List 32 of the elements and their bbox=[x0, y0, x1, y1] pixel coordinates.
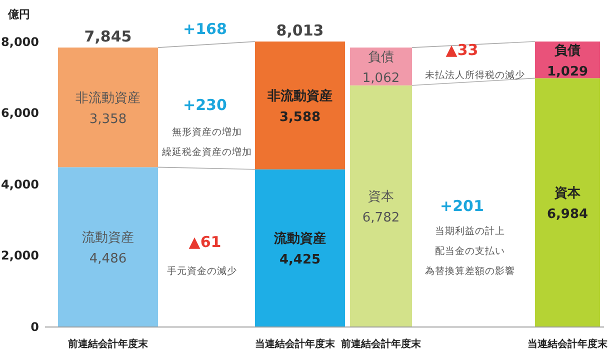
data-label: 資本 6,984 bbox=[546, 186, 588, 222]
total-label: 7,845 bbox=[84, 28, 132, 46]
annotation: 手元資金の減少 bbox=[167, 265, 237, 277]
y-tick-label: 0 bbox=[30, 320, 39, 334]
x-tick-label: 前連結会計年度末 bbox=[67, 338, 149, 350]
y-tick-label: 2,000 bbox=[1, 248, 39, 263]
annotation: 無形資産の増加 bbox=[172, 126, 242, 138]
annotation: +230 bbox=[183, 96, 227, 114]
y-axis-title: 億円 bbox=[7, 8, 30, 21]
annotation: 当期利益の計上 bbox=[435, 225, 505, 237]
annotation: 繰延税金資産の増加 bbox=[161, 146, 252, 158]
annotation: ▲33 bbox=[446, 41, 478, 59]
x-tick-label: 前連結会計年度末 bbox=[340, 338, 422, 350]
data-label: 流動資産 4,486 bbox=[82, 230, 134, 267]
y-tick-label: 4,000 bbox=[1, 177, 39, 192]
y-tick-label: 8,000 bbox=[1, 34, 39, 49]
annotation: 未払法人所得税の減少 bbox=[425, 69, 525, 81]
text: +168 bbox=[183, 20, 227, 38]
x-tick-label: 当連結会計年度末 bbox=[255, 338, 336, 350]
annotation: +201 bbox=[440, 197, 484, 215]
data-label: 流動資産 4,425 bbox=[273, 230, 326, 268]
data-label: 非流動資産 3,588 bbox=[266, 88, 332, 125]
data-label: 負債 1,062 bbox=[362, 50, 400, 86]
annotation: 為替換算差額の影響 bbox=[425, 265, 515, 277]
data-label: 負債 1,029 bbox=[546, 43, 588, 80]
data-label: 非流動資産 3,358 bbox=[76, 90, 140, 127]
x-tick-label: 当連結会計年度末 bbox=[528, 338, 608, 350]
data-label: 資本 6,782 bbox=[362, 190, 400, 226]
annotation: 配当金の支払い bbox=[435, 245, 505, 257]
y-tick-label: 6,000 bbox=[1, 106, 39, 120]
total-label: 8,013 bbox=[276, 22, 324, 40]
annotation: ▲61 bbox=[188, 233, 222, 251]
